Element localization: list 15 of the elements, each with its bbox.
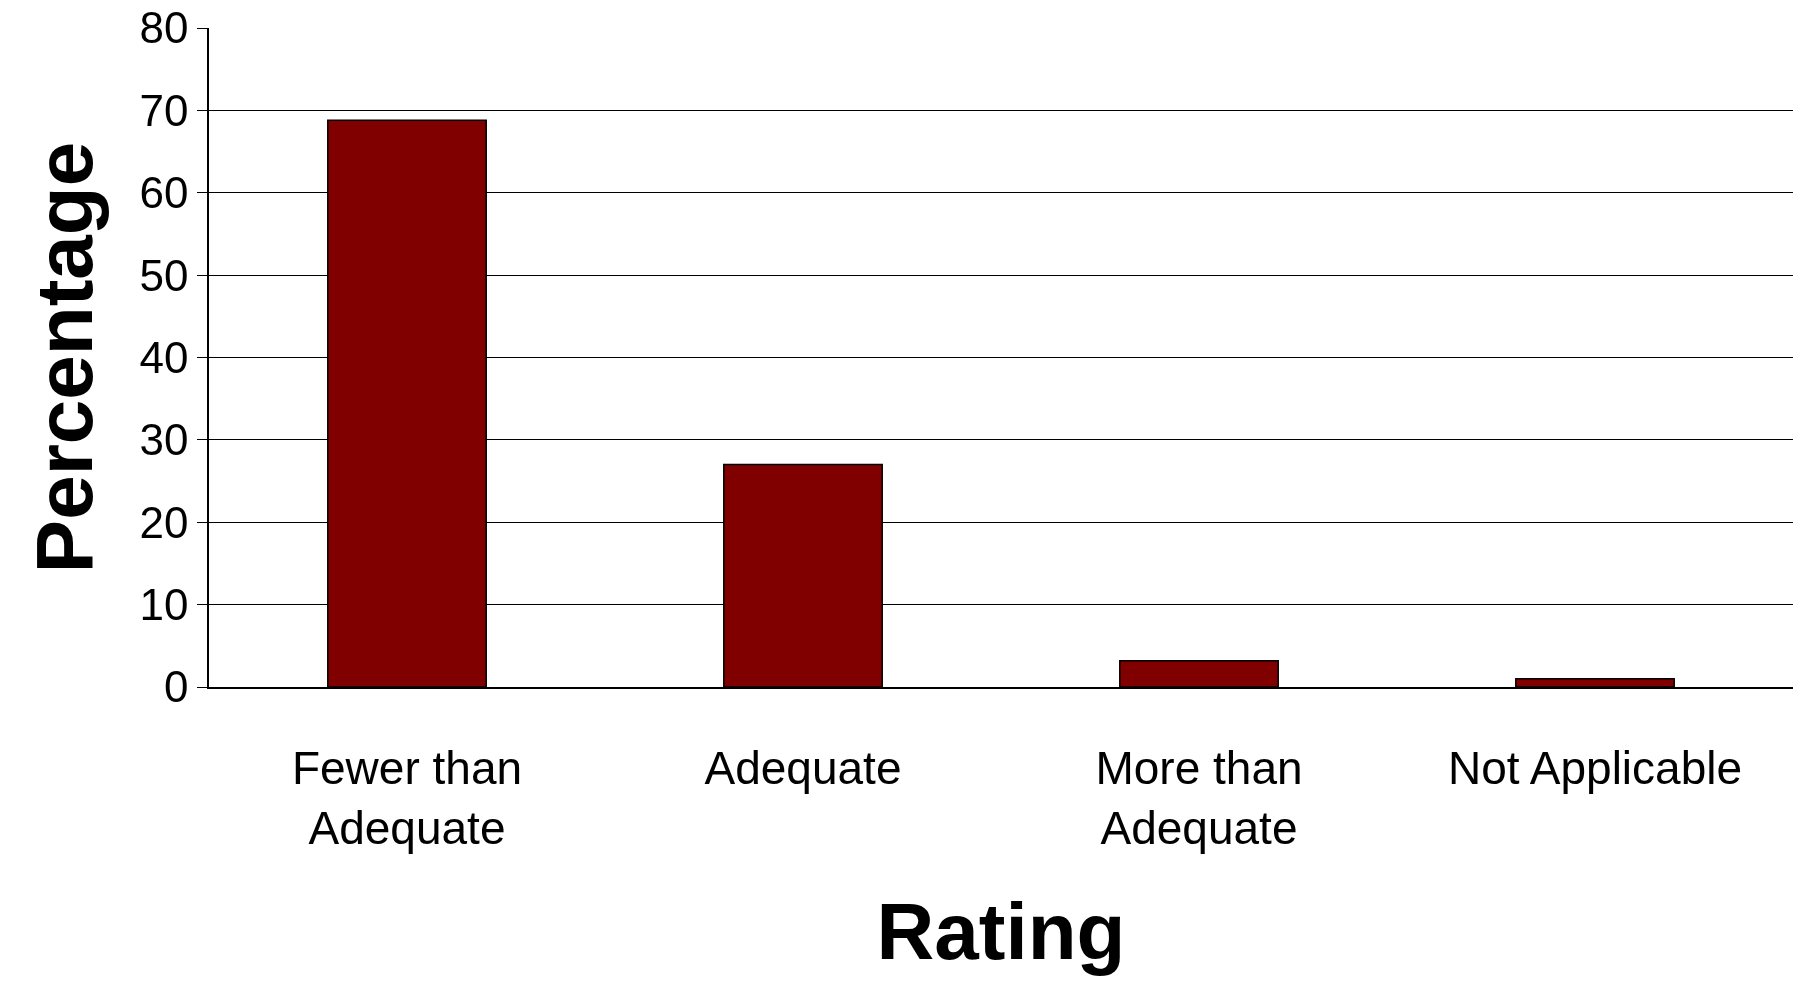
x-tick-label: More than Adequate xyxy=(1095,741,1303,854)
y-tick-label: 40 xyxy=(139,332,189,382)
y-tick-label: 20 xyxy=(139,497,189,547)
x-axis-title: Rating xyxy=(876,886,1126,976)
y-tick-label: 50 xyxy=(139,250,189,300)
y-tick-label: 70 xyxy=(139,85,189,135)
x-tick-label: Adequate xyxy=(704,741,902,794)
y-tick-label: 10 xyxy=(139,580,189,630)
y-tick-label: 30 xyxy=(139,415,189,465)
y-tick-label: 60 xyxy=(139,168,189,218)
y-tick-label: 0 xyxy=(163,662,189,712)
y-tick-label: 80 xyxy=(139,3,189,53)
x-tick-label: Not Applicable xyxy=(1447,741,1743,794)
y-axis-title: Percentage xyxy=(20,141,110,574)
x-tick-label: Fewer than Adequate xyxy=(291,741,523,854)
